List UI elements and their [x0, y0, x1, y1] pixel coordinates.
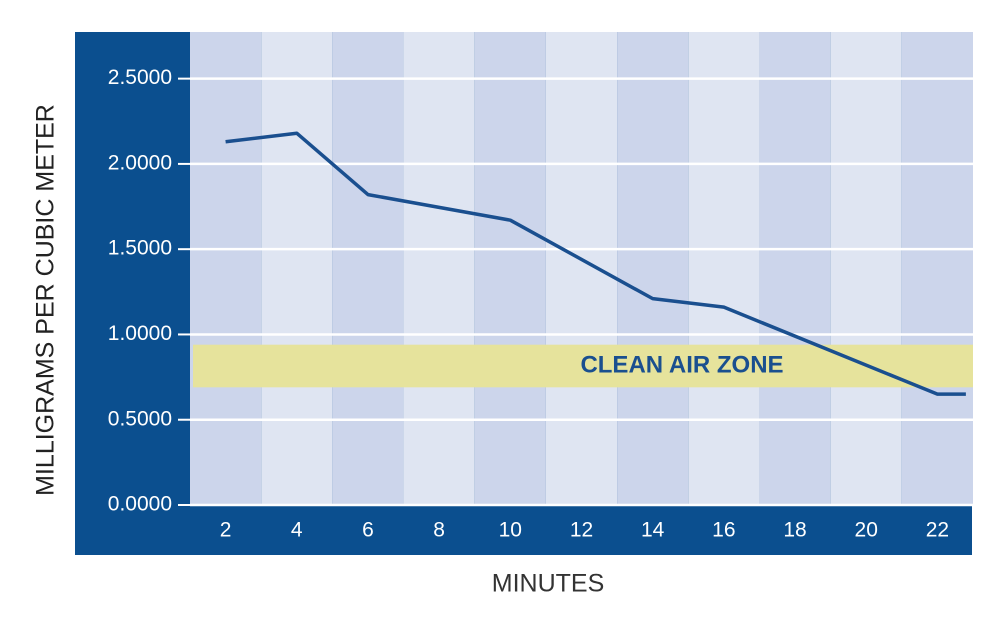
x-tick-label: 8	[433, 519, 445, 542]
y-tick-label: 0.0000	[108, 493, 172, 516]
x-tick-label: 6	[362, 519, 374, 542]
x-tick-label: 16	[712, 519, 735, 542]
y-tick-label: 1.0000	[108, 322, 172, 345]
x-tick-label: 4	[291, 519, 303, 542]
x-tick-label: 20	[855, 519, 878, 542]
column-stripe	[190, 32, 262, 505]
y-tick-label: 1.5000	[108, 237, 172, 260]
column-stripe	[261, 32, 333, 505]
annotation-label: CLEAN AIR ZONE	[580, 351, 783, 378]
column-stripe	[332, 32, 404, 505]
x-tick-label: 18	[783, 519, 806, 542]
column-stripe	[403, 32, 475, 505]
column-stripe	[688, 32, 760, 505]
column-stripe	[830, 32, 902, 505]
x-tick-label: 14	[641, 519, 665, 542]
x-axis-label: MINUTES	[492, 570, 605, 598]
column-stripe	[617, 32, 689, 505]
data-line	[225, 131, 966, 396]
y-axis-label: MILLIGRAMS PER CUBIC METER	[32, 104, 60, 496]
x-tick-label: 22	[926, 519, 949, 542]
x-tick-label: 2	[220, 519, 232, 542]
y-tick-label: 0.5000	[108, 407, 172, 430]
x-tick-label: 10	[499, 519, 522, 542]
column-stripe	[901, 32, 973, 505]
clean-air-band	[193, 344, 973, 388]
y-tick-label: 2.5000	[108, 66, 172, 89]
column-stripe	[759, 32, 831, 505]
x-tick-label: 12	[570, 519, 593, 542]
column-stripe	[474, 32, 546, 505]
column-stripe	[545, 32, 618, 505]
y-tick-label: 2.0000	[108, 151, 172, 174]
